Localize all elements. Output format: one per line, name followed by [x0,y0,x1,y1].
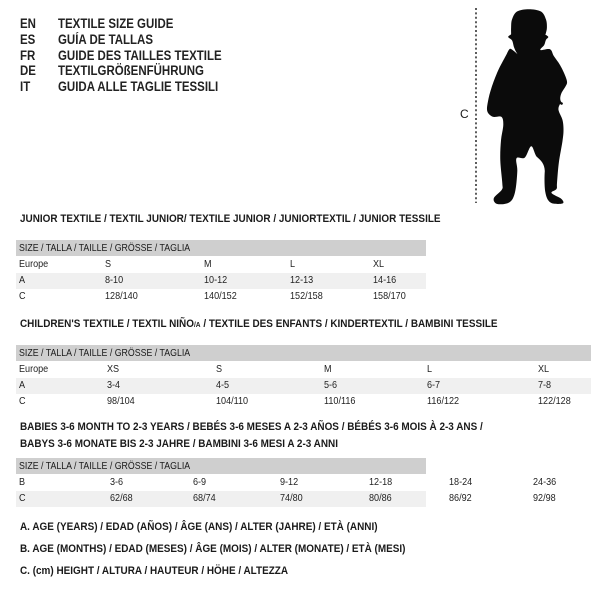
svg-text:C: C [460,107,469,121]
